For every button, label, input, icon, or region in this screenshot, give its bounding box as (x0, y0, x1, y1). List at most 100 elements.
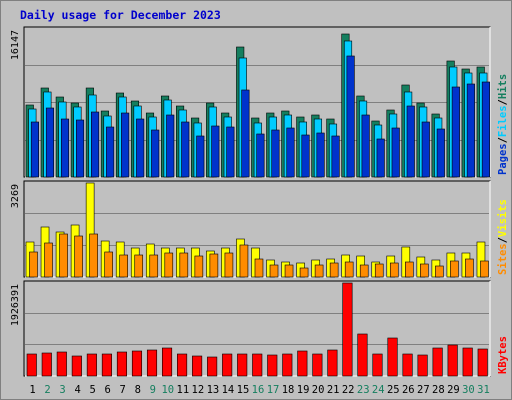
visitors-bar-sites-day-25 (389, 262, 399, 278)
visitors-bar-sites-day-24 (374, 263, 384, 278)
traffic-bar-pages-day-23 (361, 114, 370, 178)
visitors-bar-sites-day-1 (29, 251, 38, 278)
volume-bar-kbytes-day-10 (161, 347, 173, 377)
legend-separator: / (497, 99, 509, 105)
volume-bar-kbytes-day-22 (342, 282, 353, 377)
day-label-23: 23 (357, 384, 370, 396)
volume-bar-kbytes-day-29 (447, 344, 458, 377)
visitors-bar-sites-day-31 (480, 260, 489, 278)
day-label-18: 18 (282, 384, 295, 396)
traffic-bar-pages-day-12 (196, 135, 205, 178)
volume-bar-kbytes-day-6 (101, 353, 112, 377)
traffic-bar-pages-day-27 (421, 121, 430, 178)
traffic-bar-pages-day-25 (391, 127, 400, 178)
day-label-14: 14 (222, 384, 235, 396)
legend-files: Files (497, 105, 509, 137)
day-label-21: 21 (327, 384, 340, 396)
visitors-bar-sites-day-20 (314, 264, 324, 278)
visitors-bar-sites-day-3 (59, 233, 68, 278)
visitors-bar-sites-day-5 (89, 233, 98, 278)
visitors-bar-sites-day-14 (224, 252, 234, 278)
volume-bar-kbytes-day-14 (222, 353, 233, 377)
traffic-bar-pages-day-3 (60, 118, 70, 178)
volume-bar-kbytes-day-4 (71, 355, 82, 377)
traffic-bar-pages-day-7 (121, 112, 130, 178)
x-axis-day-labels: 1 2 3 4 5 6 7 8 9 10 11 12 13 14 15 16 17 18 19 20 21 22 23 24 2… (29, 384, 489, 396)
volume-bar-kbytes-day-12 (192, 355, 203, 377)
volume-bar-kbytes-day-31 (477, 348, 488, 377)
visitors-bar-sites-day-17 (269, 264, 279, 278)
visitors-bar-sites-day-29 (450, 260, 459, 278)
traffic-bar-pages-day-2 (45, 107, 55, 178)
visitors-legend: Sites/Visits (497, 199, 509, 275)
day-label-20: 20 (312, 384, 325, 396)
legend-separator: / (497, 137, 509, 143)
volume-bar-kbytes-day-27 (417, 354, 428, 377)
traffic-bar-pages-day-10 (166, 114, 175, 178)
day-label-12: 12 (192, 384, 205, 396)
legend-separator: / (497, 237, 509, 243)
traffic-bar-pages-day-20 (316, 132, 325, 178)
legend-kbytes: KBytes (497, 336, 509, 374)
visitors-bar-sites-day-8 (134, 254, 144, 278)
traffic-bar-pages-day-16 (256, 133, 265, 178)
volume-bar-kbytes-day-19 (297, 350, 308, 377)
volume-bar-kbytes-day-9 (146, 349, 158, 377)
volume-bar-kbytes-day-26 (402, 353, 413, 377)
day-label-15: 15 (237, 384, 250, 396)
day-label-1: 1 (29, 384, 35, 396)
day-label-7: 7 (120, 384, 126, 396)
traffic-bar-pages-day-1 (30, 121, 40, 178)
traffic-bar-pages-day-18 (286, 127, 295, 178)
traffic-panel: 16147 Pages/Files/Hits (10, 26, 509, 178)
traffic-bar-pages-day-14 (226, 126, 235, 178)
visitors-bar-sites-day-16 (254, 258, 264, 278)
visitors-bar-sites-day-18 (284, 264, 294, 278)
visitors-bar-sites-day-30 (465, 258, 474, 278)
volume-bar-kbytes-day-15 (237, 353, 248, 377)
legend-sites: Sites (497, 243, 509, 275)
visitors-bar-sites-day-2 (44, 242, 53, 278)
volume-bar-kbytes-day-8 (131, 350, 143, 377)
traffic-legend: Pages/Files/Hits (497, 74, 509, 175)
visitors-bar-sites-day-15 (239, 244, 249, 278)
volume-bar-kbytes-day-18 (282, 353, 293, 377)
visitors-bar-sites-day-26 (405, 261, 414, 278)
traffic-bar-pages-day-26 (406, 105, 415, 178)
visitors-bar-sites-day-13 (209, 253, 219, 278)
visitors-bar-sites-day-9 (149, 254, 159, 278)
traffic-ymax-label: 16147 (10, 30, 21, 60)
traffic-bar-pages-day-13 (211, 125, 220, 178)
traffic-bar-pages-day-6 (106, 126, 115, 178)
traffic-bar-pages-day-11 (181, 121, 190, 178)
volume-bar-kbytes-day-28 (432, 347, 443, 377)
day-label-16: 16 (252, 384, 265, 396)
legend-pages: Pages (497, 143, 509, 175)
visitors-bar-sites-day-7 (119, 254, 128, 278)
volume-bar-kbytes-day-13 (207, 356, 218, 377)
visitors-bar-sites-day-12 (194, 255, 204, 278)
chart-title: Daily usage for December 2023 (20, 8, 221, 22)
traffic-bar-pages-day-28 (436, 128, 445, 178)
day-label-2: 2 (44, 384, 50, 396)
visitors-bar-sites-day-10 (164, 252, 174, 278)
traffic-bar-pages-day-15 (241, 89, 250, 178)
volume-legend: KBytes (497, 336, 509, 374)
day-label-26: 26 (402, 384, 415, 396)
volume-bar-kbytes-day-11 (177, 353, 188, 377)
day-label-8: 8 (135, 384, 141, 396)
traffic-bar-pages-day-4 (75, 119, 85, 178)
day-label-28: 28 (432, 384, 445, 396)
legend-visits: Visits (497, 199, 509, 237)
visitors-bar-sites-day-27 (420, 263, 429, 278)
traffic-bar-pages-day-30 (466, 83, 475, 178)
day-label-19: 19 (297, 384, 310, 396)
traffic-bar-pages-day-22 (346, 55, 355, 178)
day-label-24: 24 (372, 384, 385, 396)
day-label-17: 17 (267, 384, 280, 396)
visitors-bar-sites-day-11 (179, 252, 189, 278)
chart-panels: 16147Pages/Files/Hits3269Sites/Visits192… (10, 26, 509, 377)
day-label-13: 13 (207, 384, 220, 396)
volume-bar-kbytes-day-23 (357, 333, 368, 377)
